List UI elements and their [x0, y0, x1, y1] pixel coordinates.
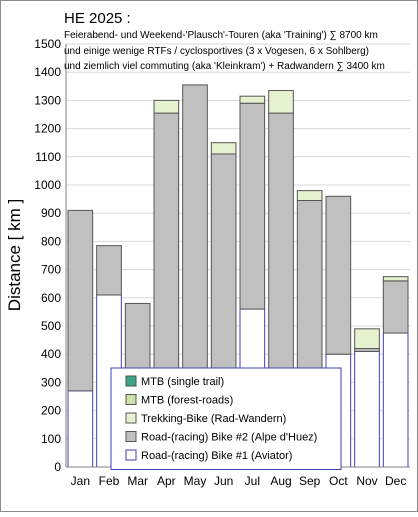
- chart-subtitle-line-2: und einige wenige RTFs / cyclosportives …: [64, 46, 369, 57]
- y-tick-label: 700: [41, 263, 61, 277]
- bar-segment-apr-series-3: [153, 99, 180, 114]
- x-tick-label: Mar: [127, 474, 148, 488]
- x-tick-label: Apr: [157, 474, 176, 488]
- y-tick-label: 1200: [34, 122, 61, 136]
- legend-entry-series-2: Road-(racing) Bike #2 (Alpe d'Huez): [141, 432, 317, 444]
- x-tick-label: Oct: [329, 474, 348, 488]
- chart-title: HE 2025 :: [64, 10, 131, 27]
- y-tick-label: 900: [41, 206, 61, 220]
- y-tick-label: 500: [41, 319, 61, 333]
- y-tick-label: 1100: [35, 150, 61, 164]
- legend-box: [110, 367, 342, 470]
- y-tick-label: 1000: [34, 178, 61, 192]
- bar-segment-oct-series-2: [325, 195, 352, 355]
- y-tick-label: 1500: [34, 37, 61, 51]
- bar-segment-sep-series-3: [296, 190, 323, 202]
- x-tick-label: Feb: [99, 474, 120, 488]
- bar-segment-jun-series-3: [210, 142, 237, 155]
- bar-segment-dec-series-2: [382, 280, 409, 334]
- y-tick-label: 0: [54, 460, 61, 474]
- y-tick-label: 200: [41, 404, 61, 418]
- x-tick-label: Sep: [299, 474, 321, 488]
- bar-segment-aug-series-3: [268, 90, 294, 114]
- x-tick-label: Dec: [385, 474, 406, 488]
- legend-swatch-series-2: [125, 431, 137, 442]
- bar-segment-jan-series-1: [67, 390, 94, 468]
- y-tick-label: 300: [41, 375, 61, 389]
- x-tick-label: Aug: [270, 474, 291, 488]
- bar-segment-jan-series-2: [67, 209, 94, 392]
- chart-subtitle-line-1: Feierabend- und Weekend-'Plausch'-Touren…: [64, 30, 378, 41]
- chart-subtitle-line-3: und ziemlich viel commuting (aka 'Kleink…: [64, 61, 385, 72]
- legend: MTB (single trail) MTB (forest-roads) Trek…: [110, 367, 342, 470]
- x-tick-label: Jun: [214, 474, 233, 488]
- title-layer: HE 2025 : Feierabend- und Weekend-'Plaus…: [64, 10, 385, 72]
- y-axis-label: Distance [ km ]: [5, 199, 24, 311]
- y-tick-label: 1400: [34, 65, 61, 79]
- bar-segment-dec-series-3: [382, 276, 409, 282]
- bar-segment-jul-series-3: [239, 95, 266, 104]
- x-tick-label: Nov: [356, 474, 377, 488]
- y-tick-label: 800: [41, 234, 61, 248]
- axis-layer: 0 100 200 300 400 500 600 700 800 900 1000 1100 1200…: [34, 37, 410, 488]
- bar-segment-feb-series-2: [96, 245, 122, 296]
- bar-segment-dec-series-1: [382, 332, 409, 468]
- x-tick-label: May: [184, 474, 207, 488]
- bar-segment-nov-series-3: [354, 328, 380, 350]
- y-tick-label: 400: [41, 347, 61, 361]
- legend-swatch-series-4: [125, 394, 137, 405]
- y-tick-label: 1300: [34, 93, 61, 107]
- x-tick-label: Jan: [71, 474, 90, 488]
- legend-entry-series-1: Road-(racing) Bike #1 (Aviator): [141, 450, 292, 462]
- legend-swatch-series-3: [125, 412, 137, 424]
- x-tick-label: Jul: [245, 474, 260, 488]
- legend-swatch-series-1: [125, 449, 137, 461]
- bar-segment-nov-series-1: [354, 350, 380, 468]
- legend-entry-series-3: Trekking-Bike (Rad-Wandern): [141, 413, 286, 425]
- legend-swatch-series-5: [125, 375, 137, 387]
- legend-entry-series-4: MTB (forest-roads): [141, 395, 233, 407]
- y-tick-label: 100: [41, 432, 61, 446]
- y-tick-label: 600: [41, 291, 61, 305]
- legend-entry-series-5: MTB (single trail): [141, 376, 224, 388]
- bar-segment-jul-series-2: [239, 102, 266, 310]
